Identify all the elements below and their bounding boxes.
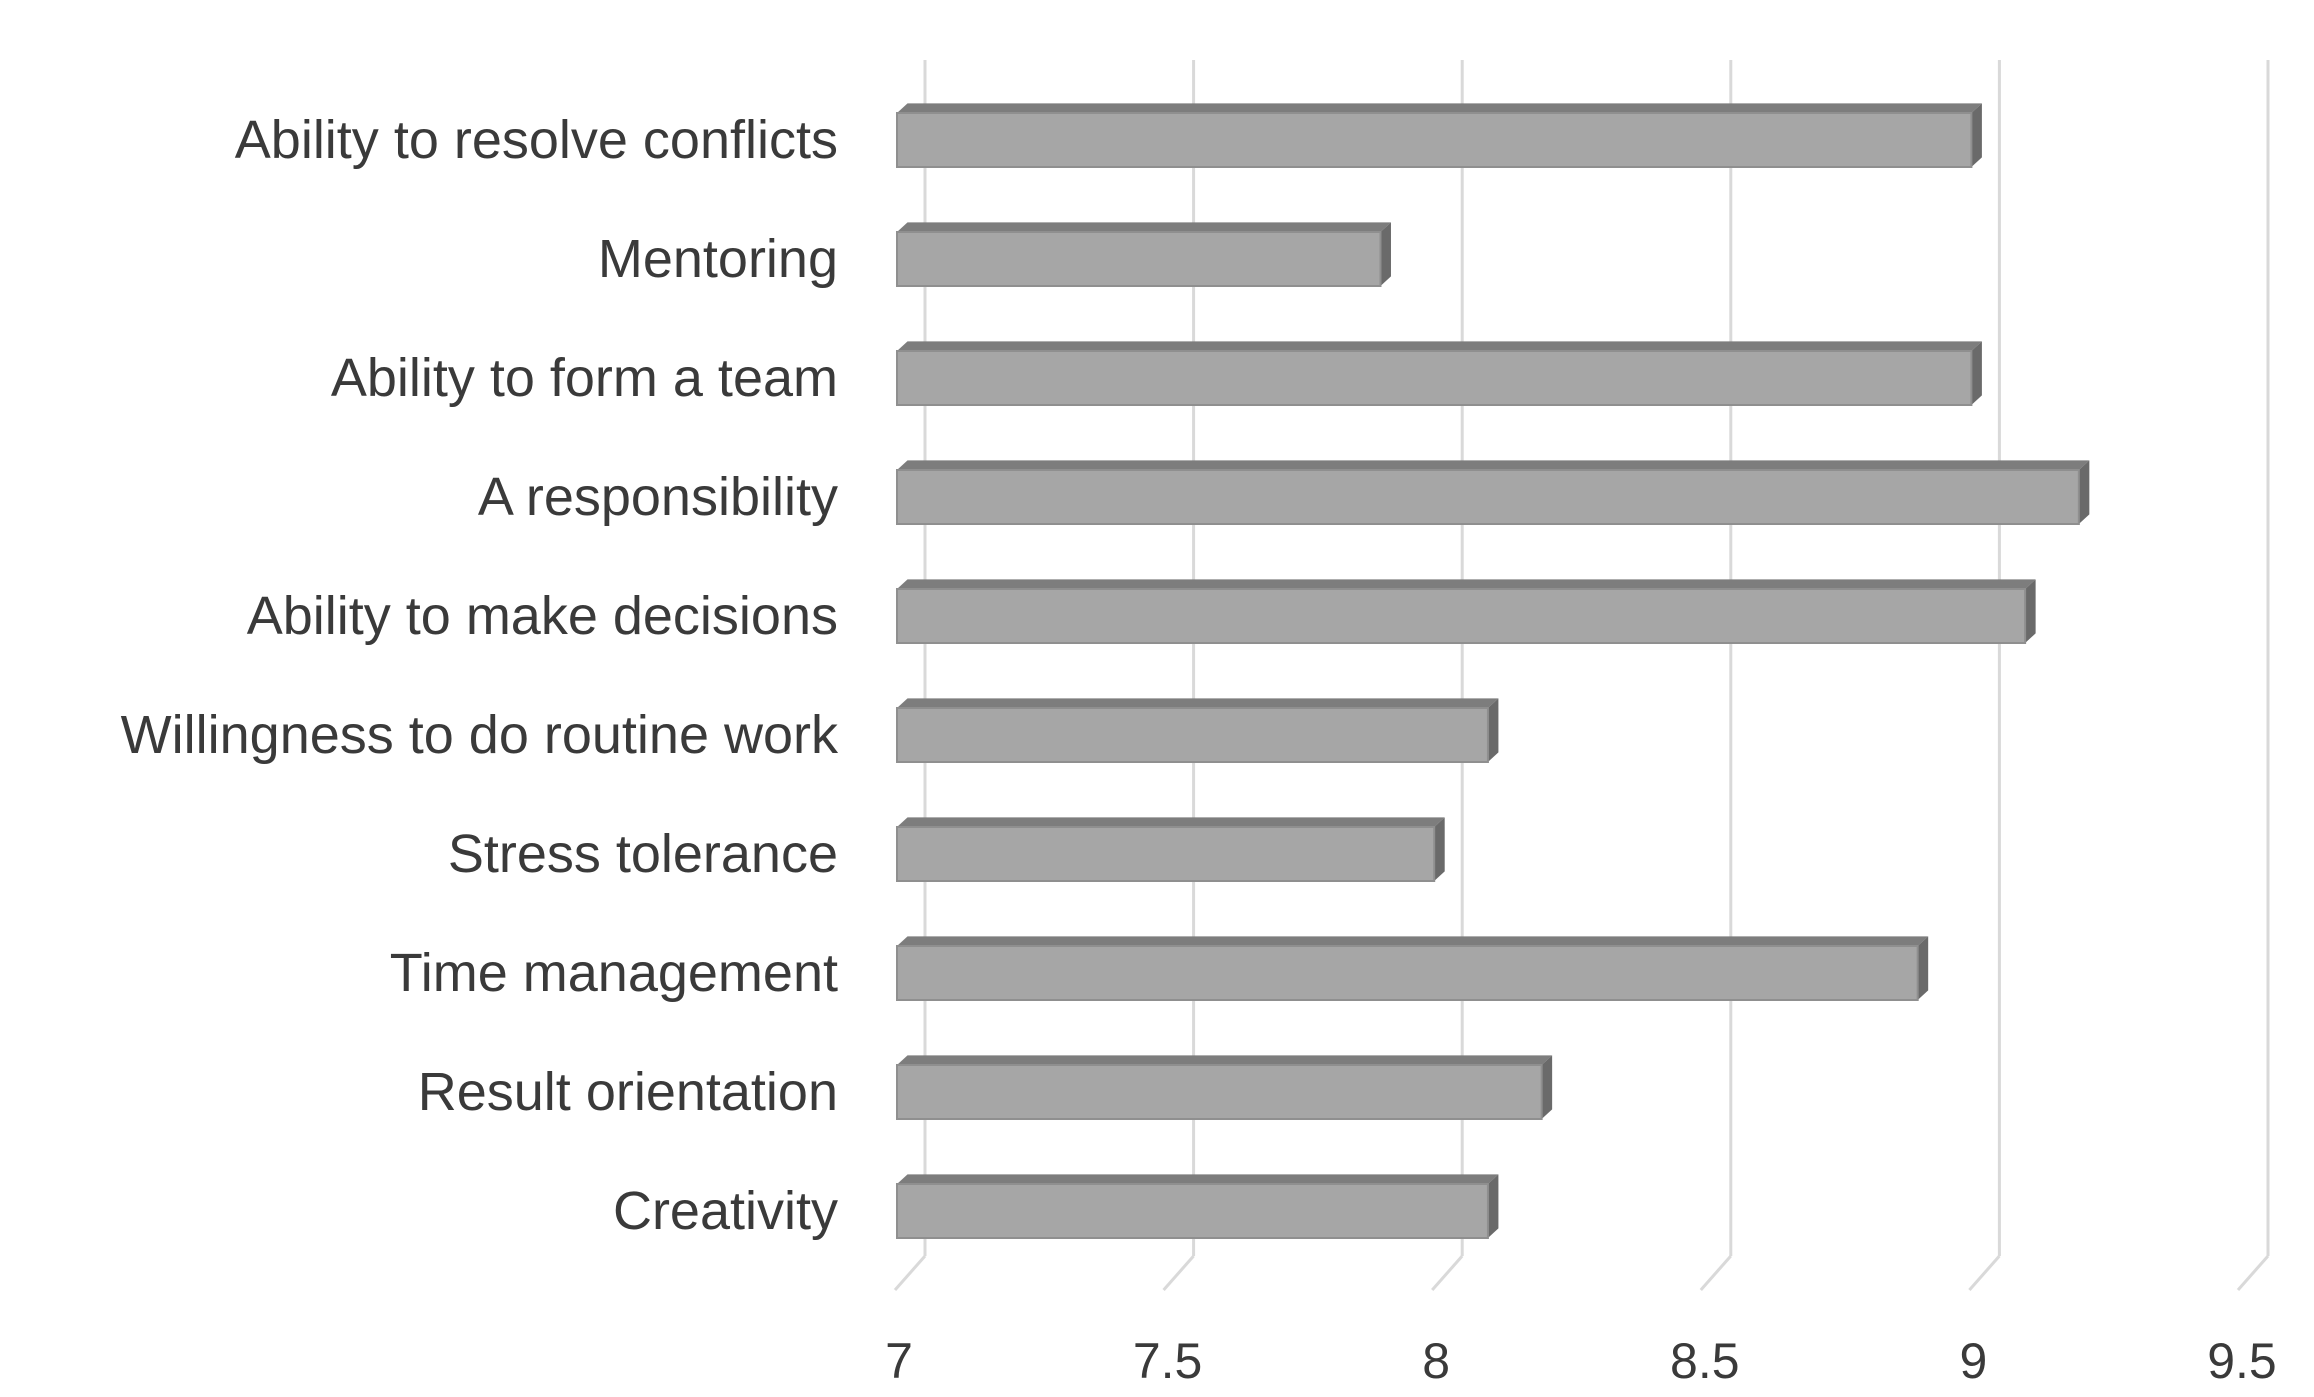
category-label-ability-to-make-decisions: Ability to make decisions — [247, 586, 838, 646]
bar-top-ability-to-resolve-conflicts — [897, 103, 1982, 113]
bar-side-ability-to-form-a-team — [1971, 341, 1982, 405]
bar-side-willingness-to-do-routine-work — [1487, 698, 1499, 762]
bars — [896, 103, 2090, 1239]
bar-top-time-management — [897, 936, 1929, 946]
floor-line-9 — [1968, 1255, 2001, 1291]
bar-ability-to-form-a-team — [896, 350, 1973, 406]
category-label-a-responsibility: A responsibility — [478, 467, 838, 527]
bar-top-a-responsibility — [897, 460, 2090, 470]
bar-result-orientation — [896, 1064, 1543, 1120]
bar-stress-tolerance — [896, 826, 1436, 882]
category-label-result-orientation: Result orientation — [418, 1062, 838, 1122]
x-tick-label-7-5: 7.5 — [1133, 1333, 1203, 1389]
bar-side-result-orientation — [1541, 1055, 1553, 1119]
x-tick-label-8-5: 8.5 — [1670, 1333, 1740, 1389]
category-label-time-management: Time management — [390, 943, 838, 1003]
x-tick-label-9: 9 — [1959, 1333, 1987, 1389]
bar-top-creativity — [897, 1174, 1499, 1184]
category-label-willingness-to-do-routine-work: Willingness to do routine work — [121, 705, 839, 765]
bar-willingness-to-do-routine-work — [896, 707, 1489, 763]
floor-line-8 — [1431, 1255, 1464, 1291]
category-label-creativity: Creativity — [613, 1181, 838, 1241]
bar-side-ability-to-make-decisions — [2025, 579, 2036, 643]
x-tick-label-9-5: 9.5 — [2207, 1333, 2277, 1389]
bar-top-mentoring — [897, 222, 1391, 232]
bar-side-creativity — [1487, 1174, 1499, 1238]
x-tick-label-7: 7 — [885, 1333, 913, 1389]
bar-top-ability-to-make-decisions — [897, 579, 2036, 589]
floor-line-7-5 — [1162, 1255, 1195, 1291]
bar-side-time-management — [1917, 936, 1929, 1000]
bar-top-result-orientation — [897, 1055, 1553, 1065]
bar-ability-to-resolve-conflicts — [896, 112, 1973, 168]
category-labels: Ability to resolve conflicts Mentoring Abi… — [121, 110, 839, 1241]
x-axis-ticks: 7 7.5 8 8.5 9 9.5 — [885, 1333, 2277, 1389]
bar-top-ability-to-form-a-team — [897, 341, 1982, 351]
bar-a-responsibility — [896, 469, 2080, 525]
bar-side-mentoring — [1380, 222, 1391, 286]
bar-side-ability-to-resolve-conflicts — [1971, 103, 1982, 167]
floor-line-9-5 — [2236, 1255, 2270, 1291]
category-label-ability-to-resolve-conflicts: Ability to resolve conflicts — [235, 110, 838, 170]
bar-top-stress-tolerance — [897, 817, 1445, 827]
category-label-ability-to-form-a-team: Ability to form a team — [331, 348, 838, 408]
bar-top-willingness-to-do-routine-work — [897, 698, 1499, 708]
bar-side-stress-tolerance — [1434, 817, 1445, 881]
floor-line-8-5 — [1699, 1255, 1732, 1291]
floor-line-7 — [893, 1255, 927, 1291]
bar-time-management — [896, 945, 1919, 1001]
category-label-mentoring: Mentoring — [598, 229, 838, 289]
bar-side-a-responsibility — [2078, 460, 2090, 524]
bar-creativity — [896, 1183, 1489, 1239]
category-label-stress-tolerance: Stress tolerance — [448, 824, 838, 884]
x-tick-label-8: 8 — [1422, 1333, 1450, 1389]
bar-mentoring — [896, 231, 1382, 287]
bar-ability-to-make-decisions — [896, 588, 2027, 644]
